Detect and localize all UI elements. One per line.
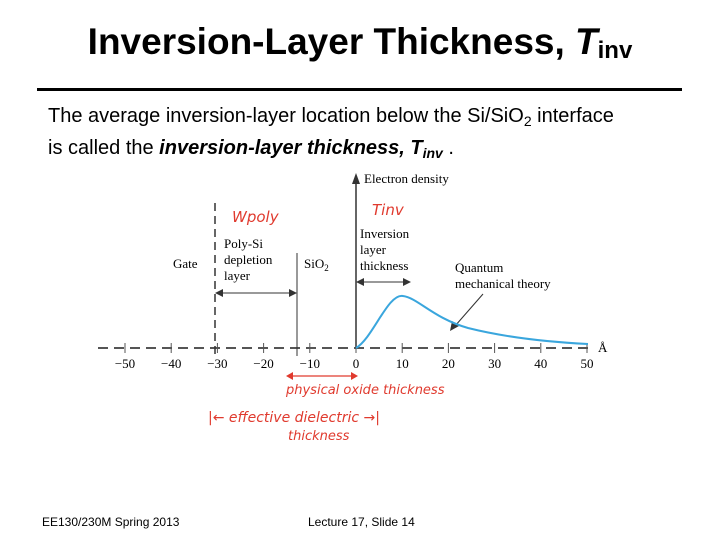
label-gate: Gate bbox=[173, 256, 198, 271]
x-tick-label: 40 bbox=[534, 356, 547, 371]
x-tick-label: 0 bbox=[353, 356, 360, 371]
x-tick-label: −50 bbox=[115, 356, 135, 371]
body-line-2: is called the inversion-layer thickness,… bbox=[48, 135, 698, 167]
body-line-2-emphasis: inversion-layer thickness, T bbox=[159, 137, 423, 159]
x-axis-ticks: −50 −40 −30 −20 −10 0 10 20 30 40 50 bbox=[115, 343, 594, 371]
handwritten-effective-dielectric: |← effective dielectric →| bbox=[208, 410, 380, 426]
label-layer: layer bbox=[224, 268, 251, 283]
quantum-pointer-arrow-icon bbox=[450, 321, 459, 331]
body-line-2-text: is called the bbox=[48, 137, 160, 159]
title-variable: T bbox=[575, 21, 598, 62]
handwritten-physical-oxide: physical oxide thickness bbox=[285, 383, 445, 398]
body-line-1-end: interface bbox=[531, 105, 614, 127]
footer-course: EE130/230M Spring 2013 bbox=[42, 515, 180, 529]
electron-density-curve bbox=[355, 294, 589, 349]
quantum-pointer bbox=[454, 293, 484, 327]
body-line-1-subscript: 2 bbox=[523, 113, 532, 129]
body-line-1: The average inversion-layer location bel… bbox=[48, 103, 698, 135]
handwritten-thickness: thickness bbox=[288, 429, 350, 444]
x-tick-label: −30 bbox=[207, 356, 227, 371]
footer-slide-number: Lecture 17, Slide 14 bbox=[308, 515, 415, 529]
title-main: Inversion-Layer Thickness, bbox=[87, 21, 576, 62]
body-line-2-subscript: inv bbox=[422, 145, 443, 161]
x-tick-label: −20 bbox=[253, 356, 273, 371]
label-depletion: depletion bbox=[224, 252, 273, 267]
tinv-arrow-right-icon bbox=[403, 278, 411, 286]
label-inversion-layer: layer bbox=[360, 242, 387, 257]
depletion-arrow-left-icon bbox=[215, 289, 223, 297]
title-subscript: inv bbox=[597, 37, 633, 64]
slide-title: Inversion-Layer Thickness, Tinv bbox=[0, 20, 720, 73]
x-tick-label: −40 bbox=[161, 356, 181, 371]
x-tick-label: 10 bbox=[396, 356, 409, 371]
label-sio2: SiO2 bbox=[304, 256, 329, 273]
depletion-arrow-right-icon bbox=[289, 289, 297, 297]
x-tick-label: 30 bbox=[488, 356, 501, 371]
y-axis-arrowhead bbox=[352, 173, 360, 184]
x-tick-label: −10 bbox=[300, 356, 320, 371]
tinv-arrow-left-icon bbox=[356, 278, 364, 286]
title-underline bbox=[37, 88, 682, 91]
x-tick-label: 20 bbox=[442, 356, 455, 371]
label-polysi: Poly-Si bbox=[224, 236, 263, 251]
label-mechanical-theory: mechanical theory bbox=[455, 276, 551, 291]
handwritten-tinv: Tinv bbox=[372, 201, 405, 219]
x-tick-label: 50 bbox=[581, 356, 594, 371]
label-inversion-thickness: thickness bbox=[360, 258, 408, 273]
body-line-1-text: The average inversion-layer location bel… bbox=[48, 105, 524, 127]
body-line-2-end: . bbox=[442, 137, 454, 159]
handwritten-wpoly: Wpoly bbox=[232, 208, 280, 226]
label-quantum: Quantum bbox=[455, 260, 503, 275]
physical-oxide-arrow-left-icon bbox=[286, 372, 293, 380]
physical-oxide-arrow-right-icon bbox=[351, 372, 358, 380]
slide-body: The average inversion-layer location bel… bbox=[48, 103, 698, 167]
inversion-layer-figure: −50 −40 −30 −20 −10 0 10 20 30 40 50 Electron dens… bbox=[98, 171, 608, 444]
x-axis-unit: Å bbox=[598, 340, 608, 355]
y-axis-label: Electron density bbox=[364, 171, 449, 186]
label-inversion: Inversion bbox=[360, 226, 410, 241]
